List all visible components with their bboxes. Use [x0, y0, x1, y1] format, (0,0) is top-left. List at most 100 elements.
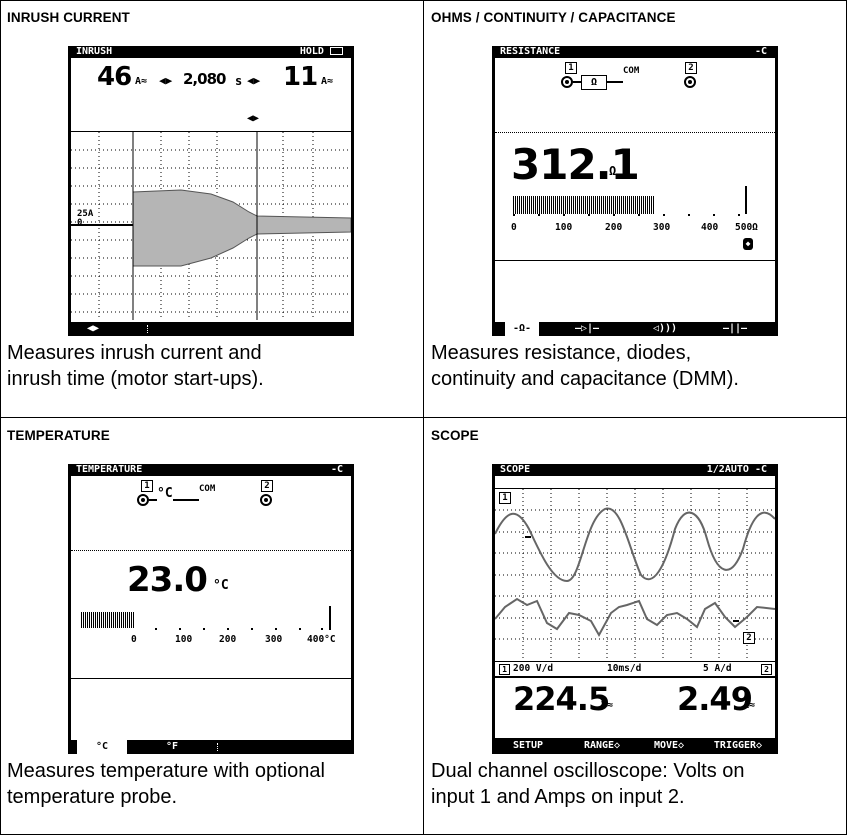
- panel-heading: SCOPE: [431, 428, 479, 443]
- channel-1-trace: [495, 508, 775, 581]
- bargraph: [81, 612, 135, 628]
- scale-label: 200: [219, 634, 236, 645]
- status-bar: INRUSH HOLD: [71, 46, 351, 58]
- inrush-time-unit: s: [235, 74, 242, 88]
- scale-label: 0: [131, 634, 137, 645]
- scope-panel: SCOPE SCOPE 1/2AUTO -C: [424, 418, 847, 835]
- divider: [495, 676, 775, 678]
- reading-1-value: 224.5: [513, 680, 609, 718]
- panel-caption: Measures temperature with optional tempe…: [7, 758, 325, 810]
- caption-line-2: continuity and capacitance (DMM).: [431, 366, 739, 392]
- divider: [71, 550, 351, 551]
- softkey-resistance[interactable]: -Ω-: [505, 322, 539, 336]
- softkey-diode[interactable]: —▷|—: [567, 322, 607, 336]
- channel-1-marker: 1: [499, 492, 511, 504]
- input-1-jack: [137, 494, 149, 506]
- resistor-icon: Ω: [581, 75, 607, 90]
- scale-label: 200: [605, 222, 622, 233]
- reading-value: 312.1: [511, 140, 639, 189]
- zero-label: 0: [77, 218, 82, 228]
- inrush-graph: [71, 132, 351, 320]
- mode-label: INRUSH: [76, 46, 112, 58]
- softkey-continuity[interactable]: ◁))): [645, 322, 685, 336]
- input-1-jack: [561, 76, 573, 88]
- plug-icon: -C: [331, 464, 343, 476]
- scale-label: 300: [265, 634, 282, 645]
- status-bar: SCOPE 1/2AUTO -C: [495, 464, 775, 476]
- channel-2-scale: 5 A/d: [703, 663, 732, 674]
- plug-icon: -C: [755, 46, 767, 58]
- meter-screen: SCOPE 1/2AUTO -C: [492, 464, 778, 754]
- caption-line-1: Measures resistance, diodes,: [431, 340, 739, 366]
- panel-caption: Dual channel oscilloscope: Volts on inpu…: [431, 758, 745, 810]
- input-1-badge: 1: [141, 480, 153, 492]
- input-2-jack: [260, 494, 272, 506]
- battery-icon: [330, 47, 343, 55]
- panel-heading: OHMS / CONTINUITY / CAPACITANCE: [431, 10, 676, 25]
- end-current-value: 11: [283, 62, 317, 92]
- channel-1-scale: 200 V/d: [513, 663, 553, 674]
- caption-line-2: inrush time (motor start-ups).: [7, 366, 264, 392]
- input-2-badge: 2: [685, 62, 697, 74]
- scale-label: 100: [555, 222, 572, 233]
- meter-screen: TEMPERATURE -C 1 °C COM 2 23.0 °C 0 100 …: [68, 464, 354, 754]
- bargraph: [513, 196, 655, 214]
- softkey-move[interactable]: MOVE◇: [641, 738, 697, 754]
- input-2-badge: 2: [261, 480, 273, 492]
- reading-value: 23.0: [127, 560, 207, 600]
- mode-label: RESISTANCE: [500, 46, 560, 58]
- hold-indicator: HOLD: [300, 46, 343, 58]
- scale-label: 500Ω: [735, 222, 758, 233]
- inrush-envelope: [133, 190, 351, 266]
- scale-label: 400: [701, 222, 718, 233]
- com-label: COM: [199, 484, 215, 494]
- softkey-fahrenheit[interactable]: °F: [147, 740, 197, 754]
- softkey-setup[interactable]: SETUP: [501, 738, 555, 754]
- softkey-capacitance[interactable]: —||—: [715, 322, 755, 336]
- left-cursor-icon: ◀▶: [159, 74, 172, 87]
- channel-2-marker: 2: [743, 632, 755, 644]
- softkey-trigger[interactable]: TRIGGER◇: [705, 738, 771, 754]
- temperature-panel: TEMPERATURE TEMPERATURE -C 1 °C COM 2 23…: [0, 418, 423, 835]
- softkey-bar: -Ω- —▷|— ◁))) —||—: [495, 322, 775, 336]
- inrush-time-value: 2,080: [183, 70, 225, 88]
- panel-caption: Measures inrush current and inrush time …: [7, 340, 264, 392]
- ohms-panel: OHMS / CONTINUITY / CAPACITANCE RESISTAN…: [424, 0, 847, 417]
- lcd-display: INRUSH HOLD 46 A≈ ◀▶ 2,080 s ◀▶ 11 A≈ ◀▶: [71, 46, 351, 331]
- reading-unit: Ω: [609, 164, 616, 178]
- mode-label: TEMPERATURE: [76, 464, 142, 476]
- cursor-marker-icon: ◀▶: [247, 113, 259, 124]
- timebase: 10ms/d: [607, 663, 641, 674]
- input-1-badge: 1: [565, 62, 577, 74]
- panel-heading: TEMPERATURE: [7, 428, 110, 443]
- auto-indicator: 1/2AUTO -C: [707, 464, 767, 476]
- divider: [495, 260, 775, 261]
- scale-label: 100: [175, 634, 192, 645]
- meter-screen: RESISTANCE -C 1 Ω COM 2 312.1 Ω 0 100 20…: [492, 46, 778, 336]
- meter-screen: INRUSH HOLD 46 A≈ ◀▶ 2,080 s ◀▶ 11 A≈ ◀▶: [68, 46, 354, 336]
- start-current-unit: A≈: [135, 76, 147, 87]
- bargraph-end-marker: [745, 186, 747, 214]
- softkey-celsius[interactable]: °C: [77, 740, 127, 754]
- status-bar: TEMPERATURE -C: [71, 464, 351, 476]
- input-2-jack: [684, 76, 696, 88]
- softkey-bar: ◀▶: [71, 322, 351, 336]
- reading-2-unit: A≈: [743, 700, 755, 711]
- softkey-separator: [147, 325, 149, 333]
- mode-label: SCOPE: [500, 464, 530, 476]
- lcd-display: TEMPERATURE -C 1 °C COM 2 23.0 °C 0 100 …: [71, 464, 351, 749]
- scale-label: 400°C: [307, 634, 336, 645]
- scope-waveform-area: [495, 489, 775, 661]
- channel-2-badge: 2: [761, 664, 772, 675]
- range-arrows-icon[interactable]: ◆: [743, 238, 753, 250]
- status-bar: RESISTANCE -C: [495, 46, 775, 58]
- com-label: COM: [623, 66, 639, 76]
- reading-unit: °C: [213, 578, 229, 593]
- softkey-cursor[interactable]: ◀▶: [79, 322, 107, 336]
- caption-line-1: Dual channel oscilloscope: Volts on: [431, 758, 745, 784]
- divider: [495, 661, 775, 662]
- caption-line-2: input 1 and Amps on input 2.: [431, 784, 745, 810]
- plug-icon: -C: [755, 464, 767, 475]
- panel-heading: INRUSH CURRENT: [7, 10, 130, 25]
- softkey-range[interactable]: RANGE◇: [571, 738, 633, 754]
